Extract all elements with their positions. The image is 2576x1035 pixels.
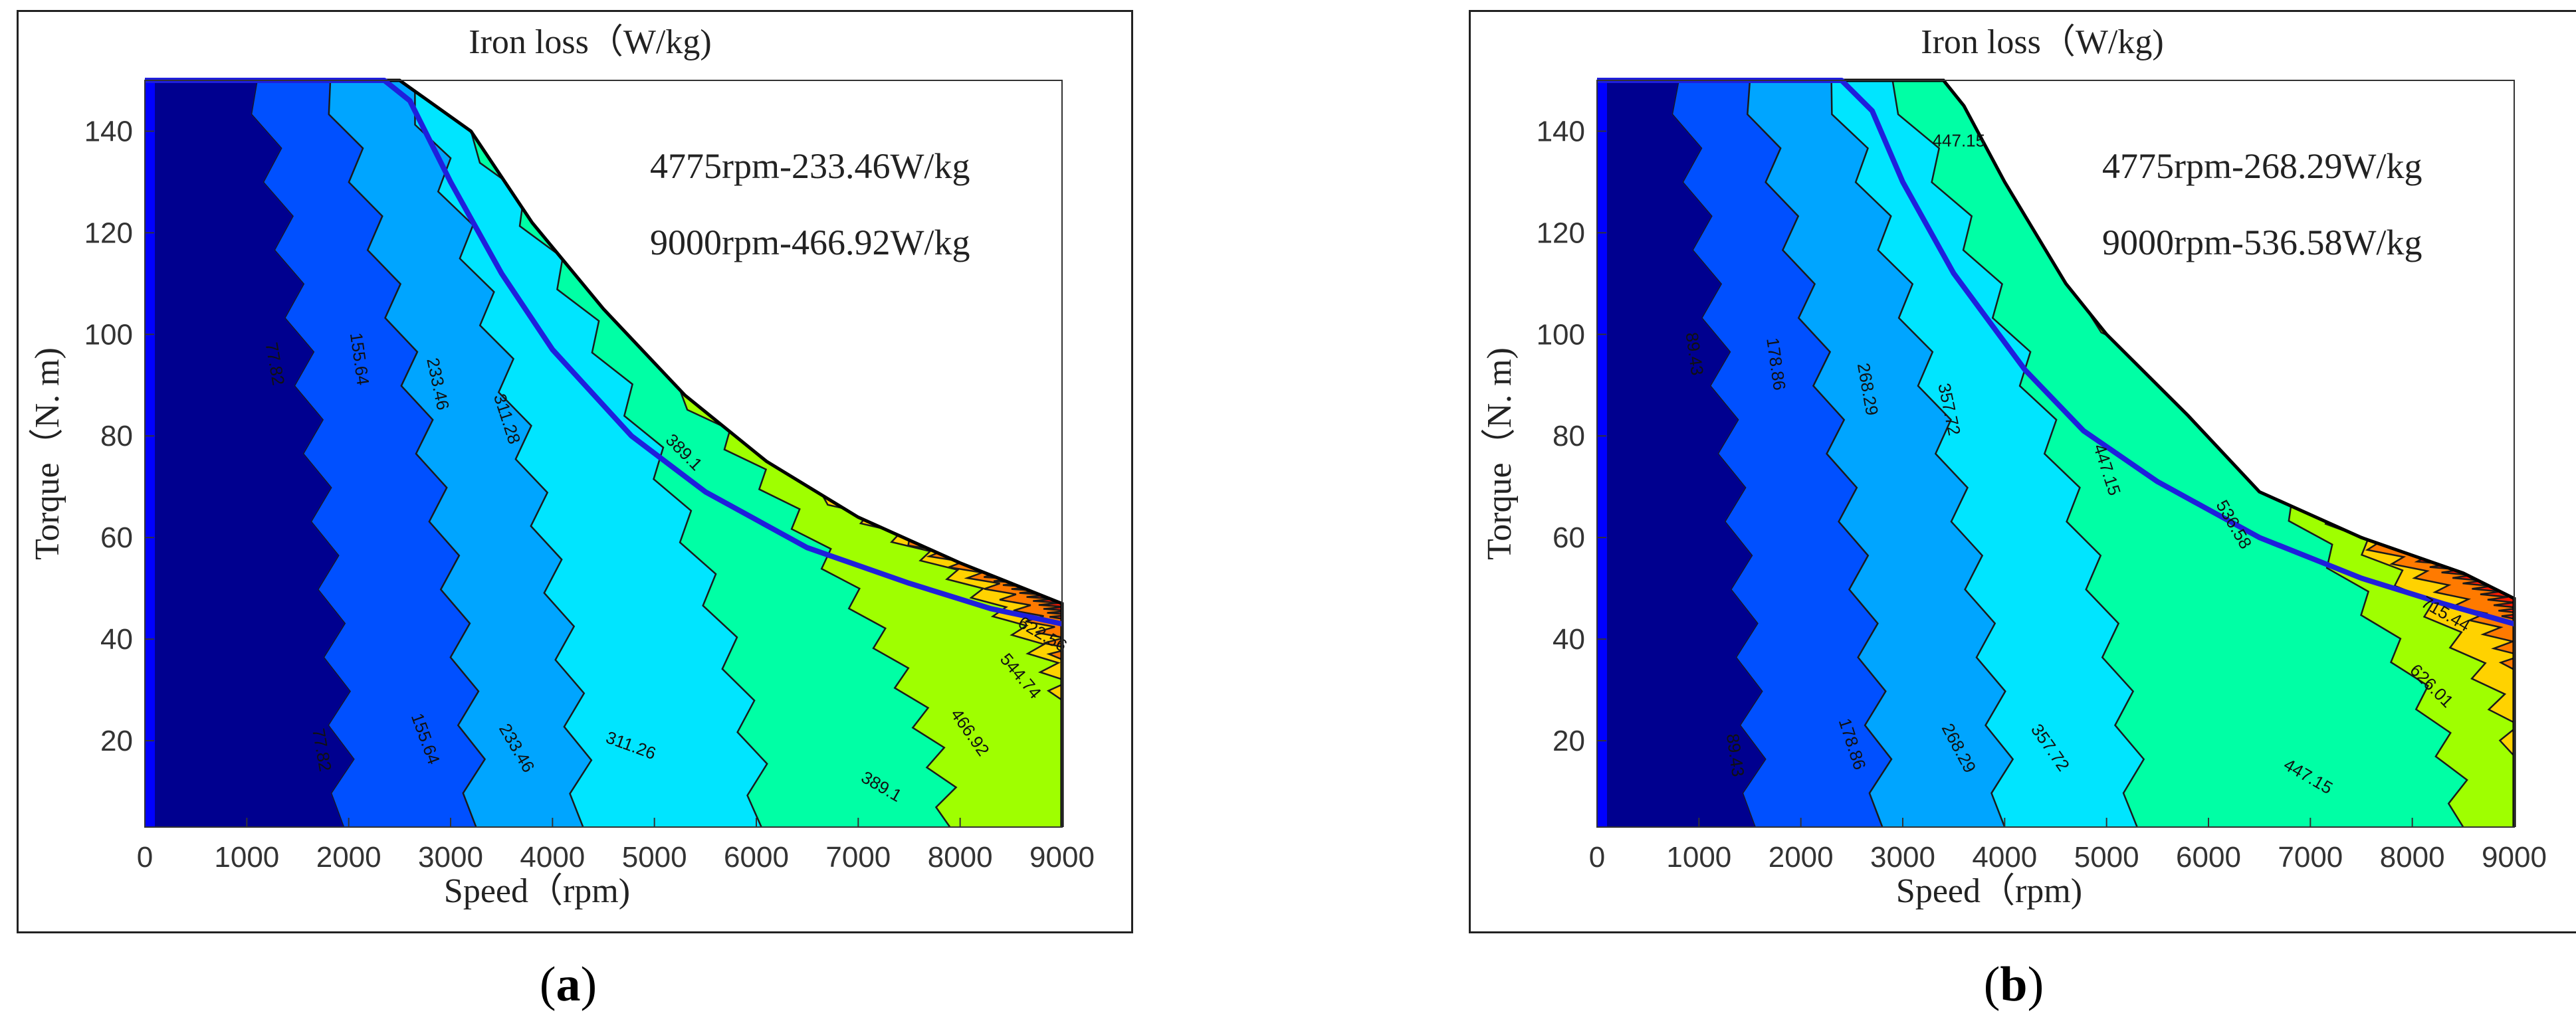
chart-title: Iron loss（W/kg) bbox=[469, 23, 711, 61]
y-tick-label: 100 bbox=[84, 318, 133, 351]
x-tick-label: 5000 bbox=[622, 841, 687, 874]
max-torque-boundary bbox=[1597, 78, 2516, 827]
x-tick-label: 3000 bbox=[418, 841, 483, 874]
contour-line-178.86 bbox=[1747, 80, 1893, 827]
max-torque-boundary bbox=[145, 78, 1064, 827]
caption-b-letter: b bbox=[2000, 957, 2028, 1012]
y-tick-label: 40 bbox=[100, 623, 133, 656]
plot-area bbox=[1596, 80, 2515, 828]
chart-title: Iron loss（W/kg) bbox=[1921, 23, 2163, 61]
contour-line-268.29 bbox=[1830, 80, 2014, 827]
x-tick-label: 7000 bbox=[825, 841, 891, 874]
contour-label: 447.15 bbox=[1933, 130, 1986, 150]
x-axis-title: Speed（rpm) bbox=[444, 872, 630, 910]
annotation-1: 4775rpm-233.46W/kg bbox=[650, 146, 970, 186]
y-tick-label: 20 bbox=[100, 725, 133, 757]
y-tick-label: 100 bbox=[1537, 318, 1585, 351]
y-tick-label: 80 bbox=[1553, 420, 1585, 452]
x-tick-label: 8000 bbox=[928, 841, 993, 874]
x-axis-title: Speed（rpm) bbox=[1896, 872, 2082, 910]
caption-a: (a) bbox=[539, 957, 597, 1012]
contour-band-0 bbox=[1607, 80, 1766, 827]
x-tick-label: 9000 bbox=[1029, 841, 1095, 874]
y-axis-title: Torque（N. m) bbox=[29, 347, 66, 560]
plot-area bbox=[144, 80, 1063, 828]
contour-chart-a: Iron loss（W/kg)77.8277.82155.64155.64233… bbox=[29, 23, 1095, 910]
y-tick-label: 140 bbox=[84, 115, 133, 147]
contour-line-389.1 bbox=[679, 389, 958, 827]
contour-chart-b: Iron loss（W/kg)89.4389.43178.86178.86268… bbox=[1481, 23, 2547, 910]
y-tick-label: 80 bbox=[100, 420, 133, 452]
x-tick-label: 1000 bbox=[1666, 841, 1731, 874]
contour-band-0 bbox=[155, 80, 354, 827]
contour-fill-group bbox=[145, 80, 1062, 827]
x-tick-label: 4000 bbox=[1972, 841, 2037, 874]
contour-line-233.46 bbox=[414, 91, 593, 827]
operating-curve bbox=[1597, 78, 2516, 626]
y-tick-label: 60 bbox=[1553, 521, 1585, 554]
chart-panel-b: Iron loss（W/kg) 89.43 89.43 178.86 178.86 268… bbox=[1469, 10, 2576, 933]
y-tick-label: 40 bbox=[1553, 623, 1585, 656]
annotation-2: 9000rpm-536.58W/kg bbox=[2102, 223, 2422, 262]
x-tick-label: 1000 bbox=[214, 841, 279, 874]
y-tick-label: 120 bbox=[84, 217, 133, 249]
x-tick-label: 3000 bbox=[1870, 841, 1935, 874]
y-tick-label: 140 bbox=[1537, 115, 1585, 147]
x-tick-label: 0 bbox=[1589, 841, 1605, 874]
y-tick-label: 60 bbox=[100, 521, 133, 554]
contour-line-357.72 bbox=[1891, 80, 2145, 827]
operating-curve bbox=[145, 78, 1063, 627]
x-tick-label: 0 bbox=[137, 841, 153, 874]
annotation-2: 9000rpm-466.92W/kg bbox=[650, 223, 970, 262]
x-tick-label: 9000 bbox=[2482, 841, 2547, 874]
x-tick-label: 8000 bbox=[2380, 841, 2445, 874]
caption-b: (b) bbox=[1983, 957, 2044, 1012]
contour-line-155.64 bbox=[328, 80, 486, 827]
annotation-1: 4775rpm-268.29W/kg bbox=[2102, 146, 2422, 186]
y-tick-label: 120 bbox=[1537, 217, 1585, 249]
x-tick-label: 4000 bbox=[520, 841, 585, 874]
x-tick-label: 6000 bbox=[724, 841, 789, 874]
caption-a-letter: a bbox=[556, 957, 581, 1012]
y-axis-title: Torque（N. m) bbox=[1481, 347, 1519, 560]
y-tick-label: 20 bbox=[1553, 725, 1585, 757]
contour-line-311.28 bbox=[470, 131, 768, 827]
x-tick-label: 5000 bbox=[2074, 841, 2139, 874]
x-tick-label: 2000 bbox=[316, 841, 381, 874]
x-tick-label: 6000 bbox=[2176, 841, 2241, 874]
x-tick-label: 2000 bbox=[1769, 841, 1834, 874]
chart-panel-a: Iron loss（W/kg) 77.82 77.82 155.64 155.64 233… bbox=[17, 10, 1133, 933]
x-tick-label: 7000 bbox=[2278, 841, 2343, 874]
